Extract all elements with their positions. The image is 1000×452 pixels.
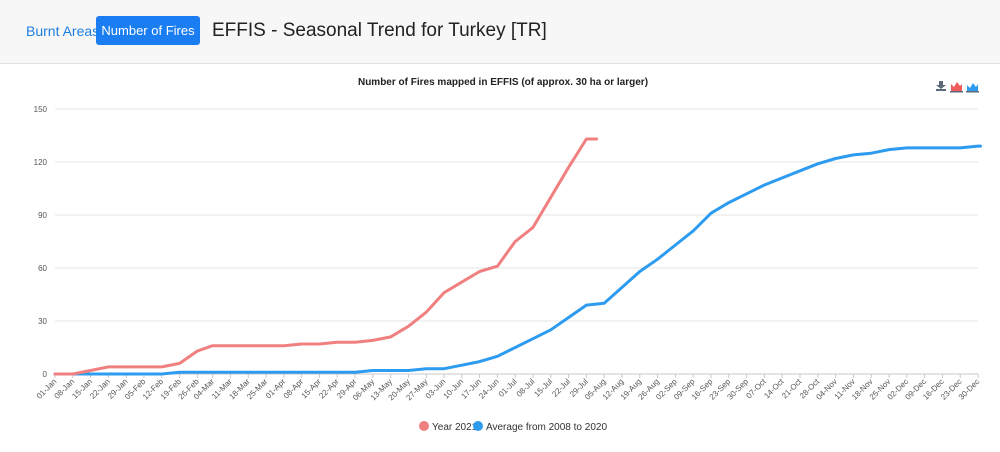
x-tick-label: 01-Jul [497, 377, 519, 399]
header-bar: Burnt Areas Number of Fires EFFIS - Seas… [0, 0, 1000, 64]
chart-title: Number of Fires mapped in EFFIS (of appr… [358, 77, 648, 88]
x-tick-label: 15-Jul [532, 377, 554, 399]
x-tick-label: 25-Mar [245, 377, 270, 402]
x-tick-label: 08-Jul [515, 377, 537, 399]
y-tick-label: 150 [34, 105, 48, 114]
legend-label-average: Average from 2008 to 2020 [486, 422, 607, 433]
tab-burnt-areas[interactable]: Burnt Areas [26, 23, 100, 39]
y-tick-label: 30 [38, 317, 47, 326]
chart-container: Number of Fires mapped in EFFIS (of appr… [0, 64, 1000, 447]
series-line-year-2021 [53, 137, 599, 376]
legend-marker-year-2021 [419, 421, 429, 431]
series-line-average [53, 144, 982, 376]
series-lines [53, 137, 982, 376]
legend-label-year-2021: Year 2021 [432, 422, 478, 433]
x-tick-label: 22-Jul [550, 377, 572, 399]
y-tick-label: 60 [38, 264, 47, 273]
y-tick-label: 0 [43, 370, 48, 379]
download-icon[interactable] [936, 81, 946, 91]
page-title: EFFIS - Seasonal Trend for Turkey [TR] [212, 20, 547, 41]
x-tick-label: 24-Jun [477, 377, 501, 401]
area-chart-red-icon[interactable] [950, 82, 963, 93]
x-axis: 01-Jan08-Jan15-Jan22-Jan29-Jan05-Feb12-F… [35, 374, 981, 402]
legend-marker-average [473, 421, 483, 431]
y-tick-label: 120 [34, 158, 48, 167]
fires-line-chart: Number of Fires mapped in EFFIS (of appr… [34, 77, 982, 433]
area-chart-blue-icon[interactable] [966, 83, 979, 93]
legend-item-year-2021[interactable]: Year 2021 [419, 421, 478, 433]
tab-number-of-fires[interactable]: Number of Fires [96, 16, 200, 45]
y-axis: 0 30 60 90 120 150 [34, 105, 48, 379]
legend: Year 2021 Average from 2008 to 2020 [419, 421, 607, 433]
grid-lines [55, 108, 978, 375]
legend-item-average[interactable]: Average from 2008 to 2020 [473, 421, 607, 433]
y-tick-label: 90 [38, 211, 47, 220]
